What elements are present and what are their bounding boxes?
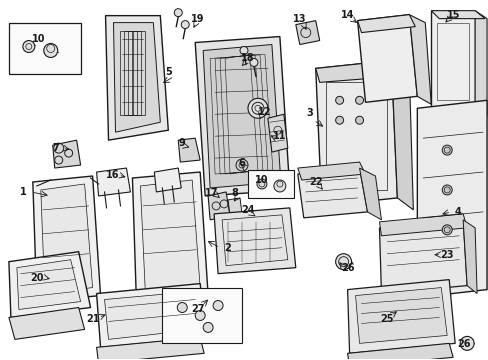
Circle shape <box>335 116 343 124</box>
Circle shape <box>355 96 363 104</box>
Polygon shape <box>295 21 319 45</box>
Text: 18: 18 <box>241 54 254 63</box>
Circle shape <box>441 185 451 195</box>
Circle shape <box>240 46 247 54</box>
Polygon shape <box>214 208 295 274</box>
Circle shape <box>335 254 351 270</box>
Polygon shape <box>208 192 229 220</box>
Circle shape <box>181 21 189 28</box>
Polygon shape <box>359 168 381 220</box>
Polygon shape <box>430 11 484 19</box>
Polygon shape <box>113 23 160 132</box>
Circle shape <box>195 310 205 320</box>
Polygon shape <box>178 138 200 162</box>
Circle shape <box>44 44 58 58</box>
Polygon shape <box>96 337 203 360</box>
Polygon shape <box>474 11 486 116</box>
Text: 3: 3 <box>306 108 312 118</box>
Polygon shape <box>390 60 412 210</box>
Text: 9: 9 <box>179 138 185 148</box>
Text: 23: 23 <box>440 250 453 260</box>
Polygon shape <box>297 162 365 180</box>
Polygon shape <box>9 252 90 318</box>
Circle shape <box>23 41 35 53</box>
Circle shape <box>213 301 223 310</box>
Text: 4: 4 <box>454 207 461 217</box>
Polygon shape <box>416 100 486 298</box>
Polygon shape <box>96 168 130 196</box>
Text: 7: 7 <box>52 143 59 153</box>
Text: 6: 6 <box>238 158 245 168</box>
Polygon shape <box>53 140 81 168</box>
Text: 27: 27 <box>191 305 204 315</box>
Text: 13: 13 <box>292 14 306 24</box>
Polygon shape <box>140 180 200 293</box>
Polygon shape <box>267 114 287 152</box>
Circle shape <box>256 179 266 189</box>
Text: 1: 1 <box>20 187 26 197</box>
Text: 10: 10 <box>255 175 268 185</box>
Polygon shape <box>162 288 242 343</box>
Polygon shape <box>17 260 81 310</box>
Text: 10: 10 <box>32 33 45 44</box>
Text: 25: 25 <box>380 314 393 324</box>
Text: 16: 16 <box>105 170 119 180</box>
Polygon shape <box>379 214 466 236</box>
Circle shape <box>203 323 213 332</box>
Polygon shape <box>132 172 208 302</box>
Polygon shape <box>430 11 474 108</box>
Polygon shape <box>247 170 293 198</box>
Polygon shape <box>347 280 454 353</box>
Circle shape <box>441 225 451 235</box>
Text: 8: 8 <box>231 188 238 198</box>
Polygon shape <box>104 292 198 339</box>
Polygon shape <box>315 60 397 206</box>
Polygon shape <box>96 284 206 347</box>
Text: 12: 12 <box>258 107 271 117</box>
Polygon shape <box>315 60 395 82</box>
Polygon shape <box>408 15 430 104</box>
Text: 2: 2 <box>224 243 231 253</box>
Text: 17: 17 <box>205 188 219 198</box>
Circle shape <box>247 98 267 118</box>
Polygon shape <box>379 220 466 293</box>
Polygon shape <box>9 307 84 339</box>
Circle shape <box>459 336 473 350</box>
Text: 5: 5 <box>164 67 171 77</box>
Text: 26: 26 <box>456 339 470 349</box>
Text: 20: 20 <box>30 273 43 283</box>
Text: 15: 15 <box>446 10 459 20</box>
Text: 19: 19 <box>191 14 204 24</box>
Polygon shape <box>33 176 101 302</box>
Circle shape <box>249 58 258 67</box>
Polygon shape <box>9 23 81 75</box>
Polygon shape <box>105 15 168 140</box>
Text: 26: 26 <box>340 263 354 273</box>
Polygon shape <box>357 15 416 102</box>
Polygon shape <box>203 45 280 188</box>
Polygon shape <box>195 37 289 196</box>
Circle shape <box>273 180 285 192</box>
Circle shape <box>441 145 451 155</box>
Polygon shape <box>41 184 92 293</box>
Text: 21: 21 <box>86 314 99 324</box>
Circle shape <box>355 116 363 124</box>
Circle shape <box>177 302 187 312</box>
Polygon shape <box>154 168 181 192</box>
Polygon shape <box>227 198 242 216</box>
Polygon shape <box>347 343 452 360</box>
Text: 11: 11 <box>273 131 286 141</box>
Text: 24: 24 <box>241 205 254 215</box>
Polygon shape <box>462 220 476 293</box>
Polygon shape <box>357 15 414 32</box>
Circle shape <box>174 9 182 17</box>
Text: 22: 22 <box>308 177 322 187</box>
Polygon shape <box>297 168 367 218</box>
Text: 14: 14 <box>340 10 354 20</box>
Circle shape <box>335 96 343 104</box>
Polygon shape <box>355 288 447 343</box>
